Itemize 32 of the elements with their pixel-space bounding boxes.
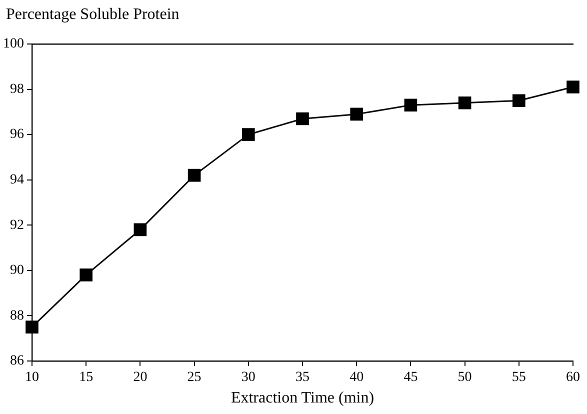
x-tick-label: 40 <box>350 370 364 386</box>
y-tick-label: 86 <box>10 354 24 369</box>
point <box>80 268 93 282</box>
point <box>458 96 472 110</box>
y-axis-title: Percentage Soluble Protein <box>5 5 180 25</box>
y-tick-label: 100 <box>3 36 24 52</box>
x-axis-title: Extraction Time (min) <box>230 390 374 407</box>
y-tick-label: 94 <box>10 172 24 188</box>
x-tick-label: 35 <box>296 370 310 386</box>
x-tick-label: 15 <box>79 370 94 386</box>
x-tick-label: 30 <box>241 370 256 386</box>
point <box>404 98 418 112</box>
x-tick-label: 10 <box>25 370 39 386</box>
y-tick-label: 90 <box>10 263 24 278</box>
point <box>26 320 38 334</box>
point <box>134 223 147 236</box>
x-tick-label: 45 <box>404 370 418 386</box>
point <box>512 94 526 108</box>
y-tick-label: 96 <box>10 127 24 142</box>
x-tick-label: 25 <box>187 370 202 386</box>
y-tick-label: 92 <box>10 218 24 233</box>
x-tick-label: 50 <box>458 370 472 386</box>
x-tick-label: 20 <box>133 370 148 386</box>
point <box>350 108 364 121</box>
x-tick-label: 55 <box>512 370 526 386</box>
point <box>566 80 580 94</box>
y-tick-label: 98 <box>10 82 24 97</box>
point <box>188 168 201 182</box>
y-tick-label: 88 <box>10 308 24 324</box>
x-tick-label: 60 <box>566 370 580 386</box>
point <box>296 112 309 126</box>
point <box>242 128 255 141</box>
